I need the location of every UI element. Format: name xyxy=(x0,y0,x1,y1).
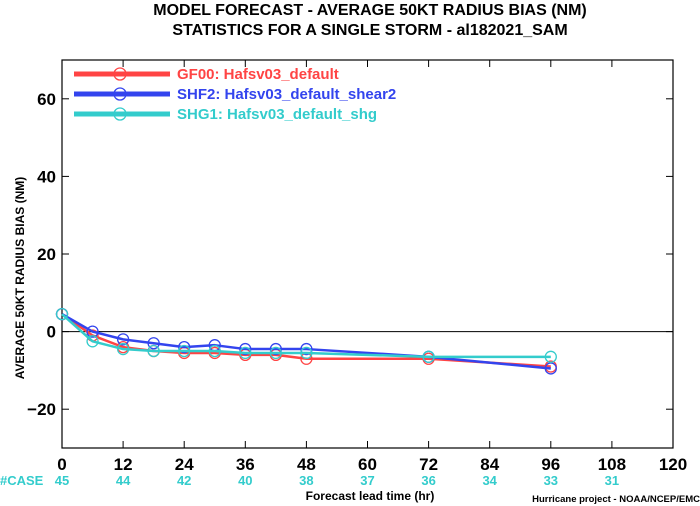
case-count: 42 xyxy=(177,473,191,488)
data-point xyxy=(300,346,313,360)
y-tick-label: 40 xyxy=(37,167,56,186)
x-axis-label: Forecast lead time (hr) xyxy=(306,489,435,503)
legend-swatch-marker xyxy=(113,67,127,81)
data-point xyxy=(422,350,435,363)
x-tick-label: 48 xyxy=(297,455,316,474)
x-tick-label: 96 xyxy=(541,455,560,474)
case-count: 31 xyxy=(605,473,619,488)
case-count: 44 xyxy=(116,473,131,488)
series-line xyxy=(61,313,551,368)
x-tick-label: 72 xyxy=(419,455,438,474)
data-point xyxy=(178,344,191,358)
x-tick-label: 84 xyxy=(480,455,499,474)
y-tick-label: 20 xyxy=(37,245,56,264)
series-line xyxy=(61,313,551,370)
y-tick-label: 60 xyxy=(37,90,56,109)
data-point xyxy=(55,307,69,321)
data-point xyxy=(147,337,160,350)
chart-subtitle: STATISTICS FOR A SINGLE STORM - al182021… xyxy=(172,22,567,39)
x-tick-label: 24 xyxy=(175,455,194,474)
legend-label: GF00: Hafsv03_default xyxy=(177,66,339,83)
x-tick-label: 12 xyxy=(114,455,133,474)
data-point xyxy=(147,344,160,358)
legend-entry-3: SHG1: Hafsv03_default_shg xyxy=(74,106,377,123)
legend-entry-2: SHF2: Hafsv03_default_shear2 xyxy=(74,86,396,103)
data-point xyxy=(86,335,99,348)
chart-title: MODEL FORECAST - AVERAGE 50KT RADIUS BIA… xyxy=(153,2,587,19)
case-count: 34 xyxy=(482,473,497,488)
legend-entry-1: GF00: Hafsv03_default xyxy=(74,66,339,83)
data-point xyxy=(178,340,191,354)
x-tick-label: 108 xyxy=(598,455,626,474)
legend-swatch-marker xyxy=(113,87,127,101)
data-point xyxy=(239,346,252,360)
data-point xyxy=(300,342,313,356)
y-tick-label: −20 xyxy=(27,400,56,419)
legend-label: SHF2: Hafsv03_default_shear2 xyxy=(177,86,396,103)
x-tick-label: 120 xyxy=(659,455,687,474)
case-count: 45 xyxy=(55,473,69,488)
y-tick-label: 0 xyxy=(47,323,56,342)
series-3 xyxy=(55,307,557,363)
x-tick-label: 36 xyxy=(236,455,255,474)
series-layer xyxy=(55,307,557,375)
x-tick-label: 60 xyxy=(358,455,377,474)
series-line xyxy=(61,313,551,359)
case-count: 40 xyxy=(238,473,252,488)
data-point xyxy=(544,350,557,363)
data-point xyxy=(239,342,252,356)
data-point xyxy=(269,342,283,356)
axes: 0 12 24 36 48 60 72 84 96 108 120 −20 0 20 40 60 xyxy=(27,59,687,474)
legend: GF00: Hafsv03_default SHF2: Hafsv03_defau… xyxy=(74,66,396,123)
data-point xyxy=(86,325,99,338)
y-axis-label: AVERAGE 50KT RADIUS BIAS (NM) xyxy=(13,177,27,379)
case-count: 38 xyxy=(299,473,313,488)
credit-text: Hurricane project - NOAA/NCEP/EMC xyxy=(532,494,700,505)
x-tick-label: 0 xyxy=(57,455,66,474)
case-count: 36 xyxy=(421,473,435,488)
case-counts: 45 44 42 40 38 37 36 34 33 31 xyxy=(55,473,619,488)
case-count: 37 xyxy=(360,473,374,488)
legend-label: SHG1: Hafsv03_default_shg xyxy=(177,106,377,123)
case-count-label: #CASE xyxy=(0,473,44,488)
data-point xyxy=(116,333,130,346)
data-point xyxy=(116,342,130,356)
case-count: 33 xyxy=(544,473,558,488)
legend-swatch-marker xyxy=(113,107,127,121)
data-point xyxy=(208,344,221,358)
data-point xyxy=(269,346,283,360)
